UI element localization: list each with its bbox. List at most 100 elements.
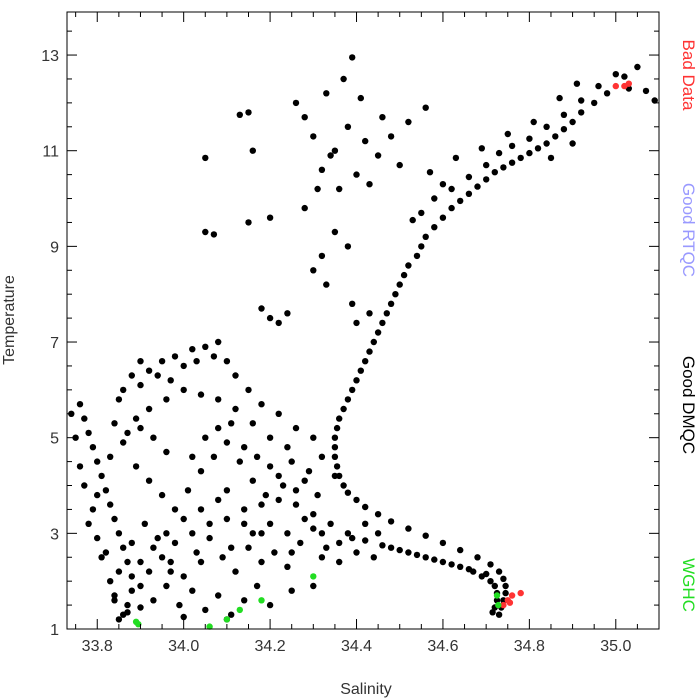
point-good-dmqc [258,305,265,312]
point-good-dmqc [439,181,447,188]
y-tick-label: 1 [50,622,59,639]
point-good-dmqc [120,386,127,394]
point-good-dmqc [288,458,295,465]
point-good-dmqc [189,346,196,353]
point-good-dmqc [158,491,166,499]
point-good-dmqc [314,185,321,193]
point-good-dmqc [374,329,382,336]
point-good-dmqc [500,164,507,171]
point-good-dmqc [215,338,222,346]
point-good-dmqc [431,556,438,563]
point-good-dmqc [612,71,619,78]
point-good-dmqc [452,154,460,162]
point-good-dmqc [98,472,105,480]
point-good-dmqc [241,520,248,527]
point-good-dmqc [310,133,317,140]
point-good-dmqc [405,262,412,269]
point-good-dmqc [197,558,205,566]
point-good-dmqc [76,401,84,408]
point-good-dmqc [336,185,343,193]
point-good-dmqc [439,539,447,547]
point-good-dmqc [387,133,395,140]
point-good-dmqc [115,396,123,403]
point-good-dmqc [642,87,650,95]
point-good-dmqc [470,568,477,575]
point-good-dmqc [258,401,265,408]
point-good-dmqc [349,300,356,307]
point-good-dmqc [253,582,261,590]
point-good-dmqc [241,506,248,513]
point-good-dmqc [349,54,356,61]
point-good-dmqc [366,310,373,317]
point-good-dmqc [128,539,135,547]
point-good-dmqc [362,503,369,511]
point-good-dmqc [405,525,412,532]
point-good-dmqc [111,597,118,604]
point-good-dmqc [405,118,412,126]
point-good-dmqc [279,482,287,489]
point-good-dmqc [141,520,148,527]
point-good-dmqc [145,405,153,413]
point-good-dmqc [94,458,101,465]
point-good-dmqc [180,386,187,394]
point-good-dmqc [493,597,501,604]
point-good-dmqc [223,487,231,494]
point-good-dmqc [115,568,123,575]
point-good-dmqc [318,530,326,537]
point-good-dmqc [180,573,187,580]
point-good-dmqc [362,520,369,527]
point-good-dmqc [344,243,352,250]
point-good-dmqc [223,515,231,523]
point-good-dmqc [301,204,308,212]
point-wghc [495,601,502,609]
point-good-dmqc [526,135,533,142]
point-good-dmqc [197,506,205,513]
point-good-dmqc [474,554,481,561]
point-good-dmqc [107,501,114,508]
point-good-dmqc [81,415,88,422]
point-good-dmqc [331,472,339,480]
point-good-dmqc [145,568,153,575]
point-good-dmqc [107,578,114,585]
point-good-dmqc [202,154,209,162]
point-good-dmqc [223,358,231,365]
point-good-dmqc [333,463,341,470]
point-good-dmqc [115,616,123,623]
point-good-dmqc [353,377,360,384]
point-good-dmqc [331,147,339,154]
point-good-dmqc [500,597,507,604]
point-good-dmqc [530,118,537,126]
point-good-dmqc [249,147,256,154]
point-good-dmqc [569,140,576,147]
x-tick-label: 34.2 [255,638,286,655]
point-good-dmqc [189,453,196,460]
y-axis-title: Temperature [1,275,18,365]
point-good-dmqc [163,582,170,590]
point-good-dmqc [292,99,300,107]
point-good-dmqc [137,604,144,611]
point-good-dmqc [111,420,118,427]
point-good-dmqc [145,477,153,484]
point-good-dmqc [314,491,321,499]
point-good-dmqc [206,534,213,542]
legend-item-good-dmqc: Good DMQC [679,356,698,454]
point-bad-data [625,80,632,87]
point-good-dmqc [547,154,555,162]
point-good-dmqc [258,530,265,537]
point-good-dmqc [120,544,127,551]
point-good-dmqc [310,511,317,518]
point-good-dmqc [171,539,179,547]
point-good-dmqc [305,468,313,475]
point-good-dmqc [158,358,166,365]
point-wghc [493,592,501,599]
point-good-dmqc [543,140,550,147]
x-tick-label: 34.6 [427,638,458,655]
point-good-dmqc [487,561,494,568]
point-good-dmqc [374,152,382,159]
point-wghc [310,573,317,580]
point-wghc [236,606,243,614]
point-good-dmqc [603,90,611,97]
point-good-dmqc [189,530,196,537]
point-good-dmqc [387,300,395,307]
